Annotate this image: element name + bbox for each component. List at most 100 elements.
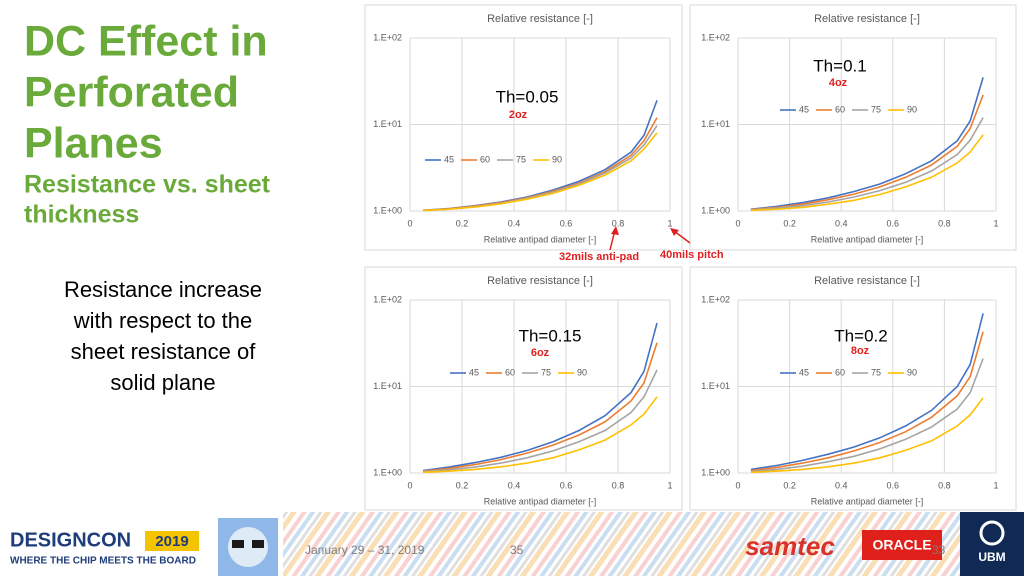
chart: Relative resistance [-] Relative antipad … [364, 266, 683, 511]
chart-title: Relative resistance [-] [487, 13, 593, 25]
x-tick-label: 0 [407, 218, 412, 228]
x-tick-label: 0 [407, 480, 412, 490]
legend-label: 75 [871, 104, 881, 114]
annotation: Th=0.1 [813, 56, 866, 75]
x-tick-label: 1 [993, 218, 998, 228]
x-tick-label: 0 [735, 480, 740, 490]
annotation-note: 4oz [829, 77, 848, 89]
oracle-logo-bg [862, 530, 942, 560]
x-tick-label: 0.6 [887, 480, 900, 490]
legend-label: 75 [541, 367, 551, 377]
series-line [750, 134, 984, 212]
series-line [750, 397, 984, 474]
x-axis-label: Relative antipad diameter [-] [484, 234, 597, 244]
legend-label: 90 [907, 367, 917, 377]
callout-arrowhead [611, 226, 619, 235]
page-overlap: 33 [932, 543, 946, 557]
footer-stripes [283, 512, 960, 576]
legend-label: 60 [480, 154, 490, 164]
x-axis-label: Relative antipad diameter [-] [811, 234, 924, 244]
series-line [422, 369, 658, 473]
y-tick-label: 1.E+01 [373, 119, 402, 129]
series-line [750, 331, 984, 472]
x-tick-label: 0 [735, 218, 740, 228]
oracle-logo: ORACLE [872, 537, 931, 553]
annotation: Th=0.2 [834, 326, 887, 345]
x-tick-label: 0.6 [560, 218, 573, 228]
annotation-note: 6oz [531, 347, 550, 359]
ubm-logo: UBM [978, 550, 1005, 564]
x-tick-label: 0.4 [835, 218, 848, 228]
y-tick-label: 1.E+01 [701, 119, 730, 129]
annotation: Th=0.05 [496, 87, 559, 106]
chart: Relative resistance [-] Relative antipad … [689, 266, 1017, 511]
x-tick-label: 0.6 [560, 480, 573, 490]
x-tick-label: 0.2 [783, 218, 796, 228]
x-tick-label: 0.4 [508, 218, 521, 228]
body-line: Resistance increase [64, 277, 262, 302]
x-tick-label: 0.2 [783, 480, 796, 490]
x-axis-label: Relative antipad diameter [-] [811, 496, 924, 506]
legend-label: 90 [552, 154, 562, 164]
legend-label: 90 [577, 367, 587, 377]
chart-frame [364, 4, 683, 251]
y-tick-label: 1.E+02 [373, 32, 402, 42]
x-tick-label: 1 [667, 480, 672, 490]
annotation-note: 2oz [509, 109, 528, 121]
series-line [422, 396, 658, 474]
callout-arrow [673, 230, 691, 244]
legend-label: 60 [505, 367, 515, 377]
designcon-year: 2019 [155, 533, 188, 550]
chart-frame [364, 266, 683, 511]
chart-title: Relative resistance [-] [814, 275, 920, 287]
legend-label: 45 [469, 367, 479, 377]
y-tick-label: 1.E+00 [701, 205, 730, 215]
chart-title: Relative resistance [-] [487, 275, 593, 287]
footer: DESIGNCON 2019 WHERE THE CHIP MEETS THE … [0, 512, 1024, 576]
y-tick-label: 1.E+02 [373, 294, 402, 304]
y-tick-label: 1.E+02 [701, 294, 730, 304]
title-line: Planes [24, 119, 163, 167]
chart: Relative resistance [-] Relative antipad … [689, 4, 1017, 251]
subtitle-line: Resistance vs. sheet [24, 171, 271, 199]
series-line [750, 358, 984, 473]
slide-title: DC Effect in Perforated Planes Resistanc… [24, 17, 271, 228]
page-number: 35 [510, 543, 524, 557]
annotation: Th=0.15 [519, 326, 582, 345]
callout: 40mils pitch [660, 249, 724, 261]
chart-frame [689, 266, 1017, 511]
callouts: 32mils anti-pad 40mils pitch [559, 226, 724, 263]
title-line: Perforated [24, 68, 239, 116]
series-line [422, 322, 658, 472]
legend-label: 45 [799, 104, 809, 114]
series-line [750, 313, 984, 471]
series-line [422, 342, 658, 472]
x-tick-label: 0.4 [508, 480, 521, 490]
mascot-glasses [252, 540, 264, 548]
x-axis-label: Relative antipad diameter [-] [484, 496, 597, 506]
y-tick-label: 1.E+01 [701, 381, 730, 391]
series-line [422, 132, 658, 212]
x-tick-label: 0.8 [612, 480, 625, 490]
x-tick-label: 0.4 [835, 480, 848, 490]
legend-label: 90 [907, 104, 917, 114]
x-tick-label: 1 [667, 218, 672, 228]
series-line [750, 94, 984, 211]
designcon-tagline: WHERE THE CHIP MEETS THE BOARD [10, 556, 196, 567]
x-tick-label: 0.2 [456, 218, 469, 228]
x-tick-label: 0.8 [612, 218, 625, 228]
body-line: with respect to the [73, 308, 253, 333]
series-line [750, 117, 984, 211]
footer-date: January 29 – 31, 2019 [305, 543, 425, 557]
x-tick-label: 0.2 [456, 480, 469, 490]
mascot-face [228, 527, 268, 567]
mascot-glasses [232, 540, 244, 548]
x-tick-label: 1 [993, 480, 998, 490]
x-tick-label: 0.6 [887, 218, 900, 228]
body-text: Resistance increase with respect to the … [64, 277, 262, 395]
legend-label: 75 [871, 367, 881, 377]
designcon-logo: DESIGNCON [10, 529, 131, 551]
chart-title: Relative resistance [-] [814, 13, 920, 25]
y-tick-label: 1.E+00 [701, 467, 730, 477]
legend-label: 45 [444, 154, 454, 164]
